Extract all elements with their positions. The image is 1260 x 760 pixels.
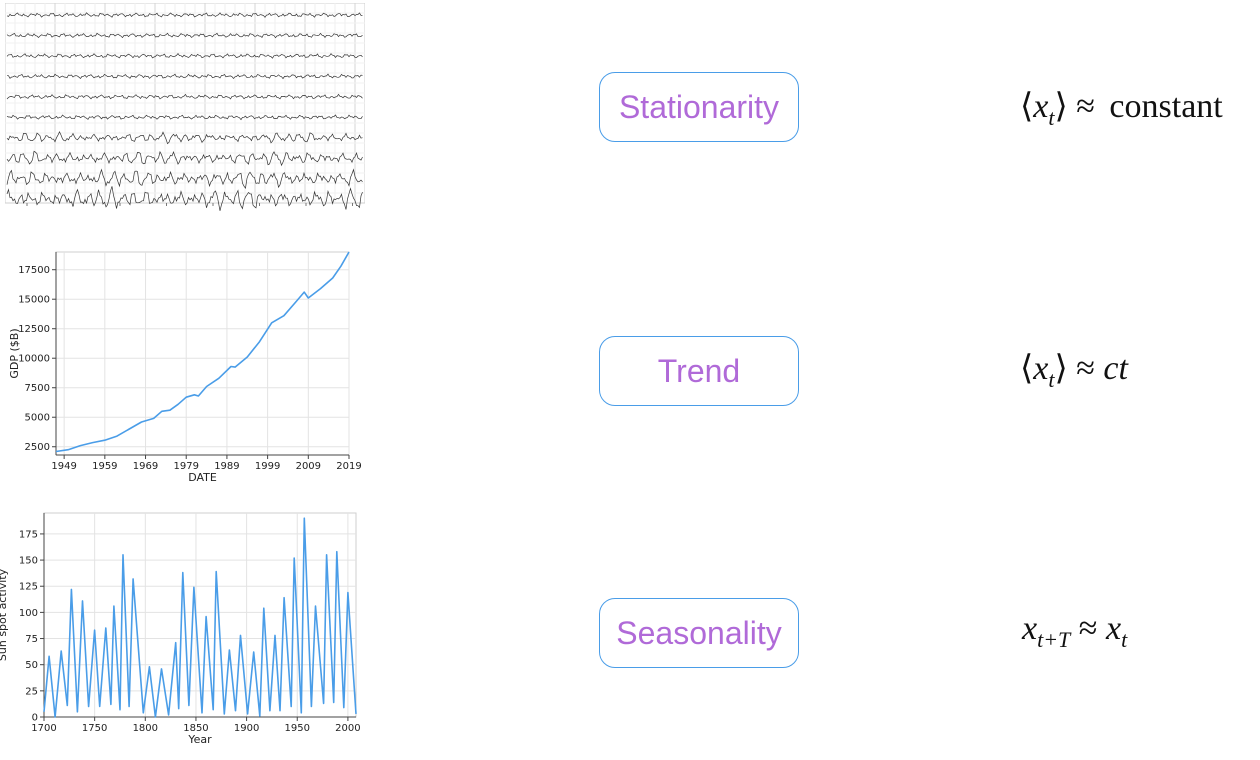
- stationarity-formula: ⟨xt⟩ ≈ constant: [1020, 86, 1223, 131]
- series-line: [55, 251, 350, 453]
- x-tick-label: 1850: [183, 723, 208, 734]
- formula-bracket: ⟩: [1054, 350, 1068, 387]
- series-line: [43, 517, 357, 718]
- formula-var: x: [1105, 610, 1122, 647]
- x-tick-label: 1989: [214, 461, 239, 472]
- y-tick-label: 15000: [18, 295, 50, 306]
- sunspot-chart-panel: 1700 1750 1800 1850 1900 1950 2000 0 25 50 75 100 12…: [0, 505, 370, 755]
- y-tick-label: 175: [19, 529, 38, 540]
- y-tick-label: 100: [19, 608, 38, 619]
- plot-area: [55, 251, 350, 456]
- y-tick-label: 125: [19, 582, 38, 593]
- formula-sub: t: [1121, 627, 1128, 652]
- formula-approx: ≈: [1067, 350, 1104, 387]
- sunspot-chart: 1700 1750 1800 1850 1900 1950 2000 0 25 50 75 100 12…: [0, 512, 361, 746]
- formula-bracket: ⟩: [1054, 88, 1068, 125]
- x-tick-label: 1969: [133, 461, 158, 472]
- y-tick-label: 150: [19, 556, 38, 567]
- seasonality-formula: xt+T ≈ xt: [1022, 610, 1127, 653]
- trend-formula: ⟨xt⟩ ≈ ct: [1020, 348, 1128, 393]
- y-tick-label: 17500: [18, 265, 50, 276]
- x-tick-label: 1959: [92, 461, 117, 472]
- x-tick-label: 1979: [173, 461, 198, 472]
- formula-var: x: [1022, 610, 1038, 647]
- x-tick-label: 1999: [255, 461, 280, 472]
- x-axis-label: DATE: [188, 471, 217, 484]
- y-tick-label: 7500: [25, 383, 50, 394]
- y-axis-label: Sun spot activity: [0, 568, 9, 661]
- formula-rhs: constant: [1109, 88, 1223, 125]
- y-tick-label: 0: [32, 713, 38, 724]
- trace-channel: [7, 73, 363, 80]
- x-axis-label: Year: [187, 733, 212, 746]
- y-axis-label: GDP ($B): [8, 328, 21, 378]
- trace-channel: [6, 130, 363, 145]
- x-tick-label: 1949: [51, 461, 76, 472]
- trace-channel: [6, 32, 363, 39]
- x-tick-label: 2000: [335, 723, 360, 734]
- formula-bracket: ⟨: [1020, 88, 1034, 125]
- y-tick-label: 2500: [25, 442, 50, 453]
- x-tick-label: 2019: [336, 461, 361, 472]
- seasonality-label: Seasonality: [599, 598, 799, 668]
- y-tick-label: 25: [25, 686, 38, 697]
- formula-sub: t: [1048, 105, 1055, 130]
- trace-channel: [6, 12, 363, 18]
- x-tick-label: 2009: [296, 461, 321, 472]
- x-tick-label: 1700: [31, 723, 56, 734]
- trace-channel: [6, 53, 363, 59]
- trace-channel: [6, 186, 363, 211]
- trace-channel: [6, 150, 363, 167]
- trend-label: Trend: [599, 336, 799, 406]
- formula-rhs: ct: [1103, 350, 1128, 387]
- y-tick-label: 10000: [18, 354, 50, 365]
- x-tick-label: 1800: [133, 723, 158, 734]
- trace-channel: [6, 93, 363, 100]
- y-tick-label: 50: [25, 660, 38, 671]
- y-tick-label: 75: [25, 634, 38, 645]
- formula-approx: ≈: [1070, 610, 1106, 647]
- stationary-trace-chart: [4, 2, 366, 211]
- x-tick-label: 1750: [82, 723, 107, 734]
- formula-sub: t: [1048, 367, 1055, 392]
- trace-channel: [6, 114, 363, 121]
- formula-approx: ≈: [1067, 88, 1104, 125]
- trace-channel: [6, 168, 363, 189]
- formula-var: x: [1033, 88, 1049, 125]
- formula-sub: t+T: [1037, 627, 1071, 652]
- y-tick-label: 5000: [25, 413, 50, 424]
- x-tick-label: 1900: [234, 723, 259, 734]
- y-tick-label: 12500: [18, 324, 50, 335]
- formula-var: x: [1033, 350, 1049, 387]
- stationarity-label: Stationarity: [599, 72, 799, 142]
- formula-bracket: ⟨: [1020, 350, 1034, 387]
- stationary-trace-panel: [4, 2, 366, 215]
- x-tick-label: 1950: [285, 723, 310, 734]
- gdp-chart: 1949 1959 1969 1979 1989 1999 2009 2019 2500 5000…: [8, 251, 362, 484]
- gdp-chart-panel: 1949 1959 1969 1979 1989 1999 2009 2019 2500 5000…: [0, 240, 370, 492]
